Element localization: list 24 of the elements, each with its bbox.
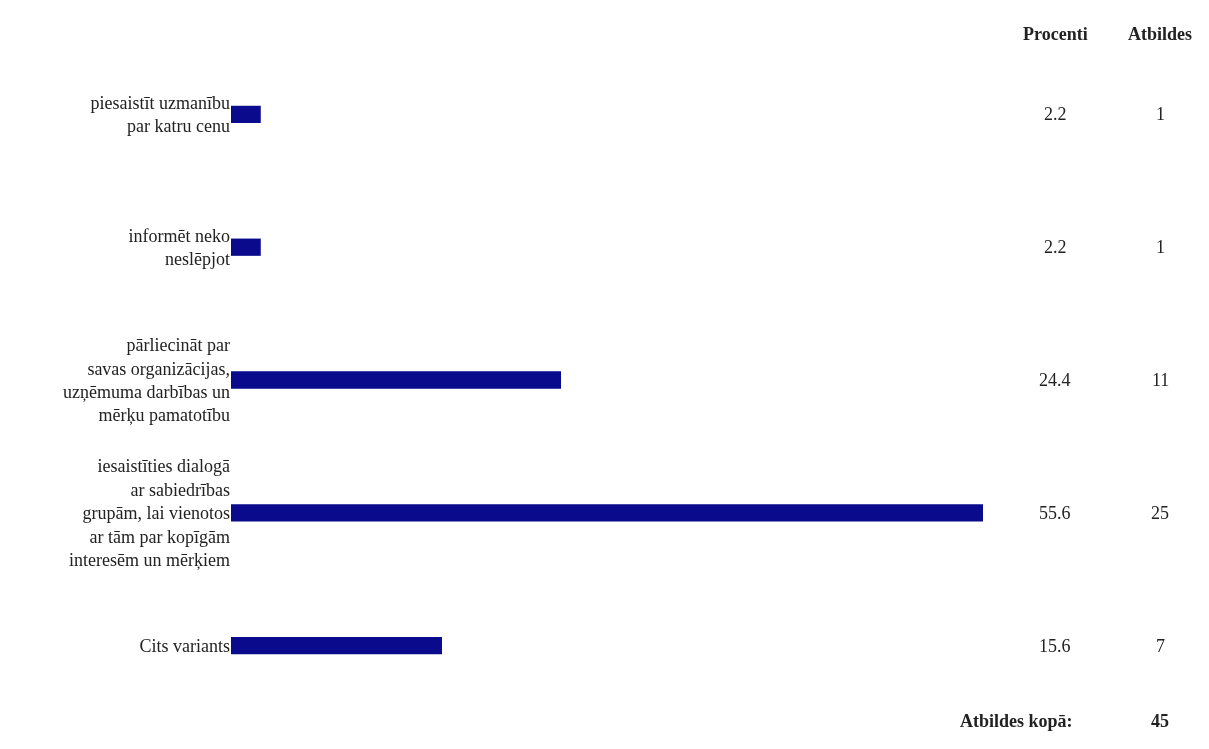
y-tick-label: informēt neko neslēpjot (128, 225, 230, 270)
y-tick-label: pārliecināt par savas organizācijas, uzņēmuma darbības un mērķu pamatotību (63, 335, 230, 426)
text: Atbildes (1128, 24, 1193, 44)
bar (231, 371, 562, 389)
text: 11 (1152, 370, 1170, 390)
data-label: 55.6 (1039, 503, 1071, 523)
y-tick-label: piesaistīt uzmanību par katru cenu (90, 93, 230, 137)
data-label: 15.6 (1039, 636, 1071, 656)
text: 1 (1156, 104, 1165, 124)
bar (231, 238, 261, 256)
y-tick-label: Cits variants (139, 635, 230, 656)
text: 45 (1151, 711, 1169, 731)
data-label: 24.4 (1039, 370, 1071, 390)
data-label: 2.2 (1044, 237, 1067, 257)
text: 25 (1151, 503, 1169, 523)
bar (231, 105, 261, 124)
y-tick-label: iesaistīties dialogā ar sabiedrības grupām, lai vienotos ar tām par kopīgām interesēm un mērķiem (69, 456, 231, 570)
text: Procenti (1023, 24, 1088, 44)
text: 1 (1156, 237, 1165, 257)
bar (231, 636, 442, 655)
bar (231, 504, 983, 522)
data-label: 2.2 (1044, 104, 1067, 124)
annotation: Atbildes kopā: (960, 711, 1073, 731)
text: 7 (1156, 636, 1165, 656)
